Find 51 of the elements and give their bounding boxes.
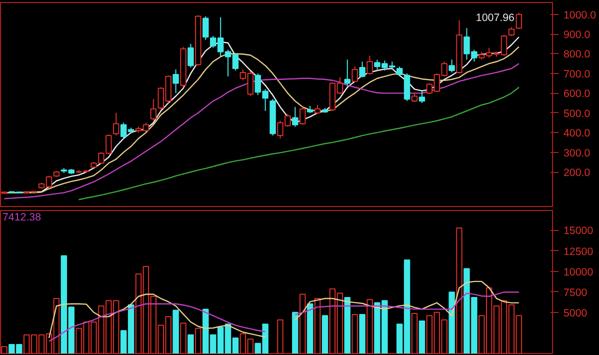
bar: [299, 294, 306, 354]
bar: [352, 314, 358, 354]
y-tick-label: 5000: [564, 307, 588, 320]
candlestick: [352, 66, 358, 83]
y-tick-label: 1000.0: [564, 9, 596, 22]
candlestick: [344, 59, 350, 86]
y-tick-label: 10000: [564, 266, 594, 278]
y-tick-label: 700.0: [564, 68, 590, 80]
candlestick: [404, 72, 410, 102]
candlestick: [172, 69, 179, 94]
bar: [366, 299, 373, 354]
candlestick: [150, 98, 157, 122]
bar: [359, 314, 366, 354]
bar: [448, 292, 455, 354]
line-series: [78, 86, 520, 200]
bar: [344, 296, 350, 354]
bar: [180, 322, 186, 354]
candlestick: [418, 90, 426, 104]
candlestick: [366, 55, 373, 75]
bar: [1, 346, 8, 354]
y-tick-label: 600.0: [564, 88, 590, 100]
y-tick-label: 200.0: [564, 167, 590, 180]
bar: [292, 312, 298, 354]
bar: [306, 303, 314, 354]
candlestick: [448, 59, 455, 73]
y-tick-label: 900.0: [564, 29, 590, 42]
candlestick: [299, 106, 306, 126]
candlestick: [292, 106, 298, 128]
y-tick-label: 12500: [564, 246, 594, 258]
candlestick: [516, 12, 522, 30]
annotation: 7412.38: [2, 212, 42, 224]
y-tick-label: 7500: [564, 286, 588, 299]
y-tick-label: 500.0: [564, 108, 590, 120]
bar: [418, 320, 426, 354]
y-tick-label: 800.0: [564, 48, 590, 61]
bar: [188, 334, 194, 354]
y-tick-label: 400.0: [564, 128, 590, 140]
candlestick: [113, 112, 120, 136]
candlestick: [202, 16, 209, 40]
bar: [314, 298, 321, 354]
y-tick-label: 15000: [564, 225, 594, 238]
candlestick: [359, 61, 366, 78]
bar: [172, 310, 179, 354]
bar: [322, 315, 328, 354]
bar: [195, 328, 202, 354]
bar: [456, 228, 462, 354]
annotation: 1007.96: [476, 12, 515, 24]
bar: [411, 312, 418, 354]
y-tick-label: 300.0: [564, 147, 590, 160]
candlestick: [188, 43, 194, 68]
bar: [277, 319, 284, 354]
